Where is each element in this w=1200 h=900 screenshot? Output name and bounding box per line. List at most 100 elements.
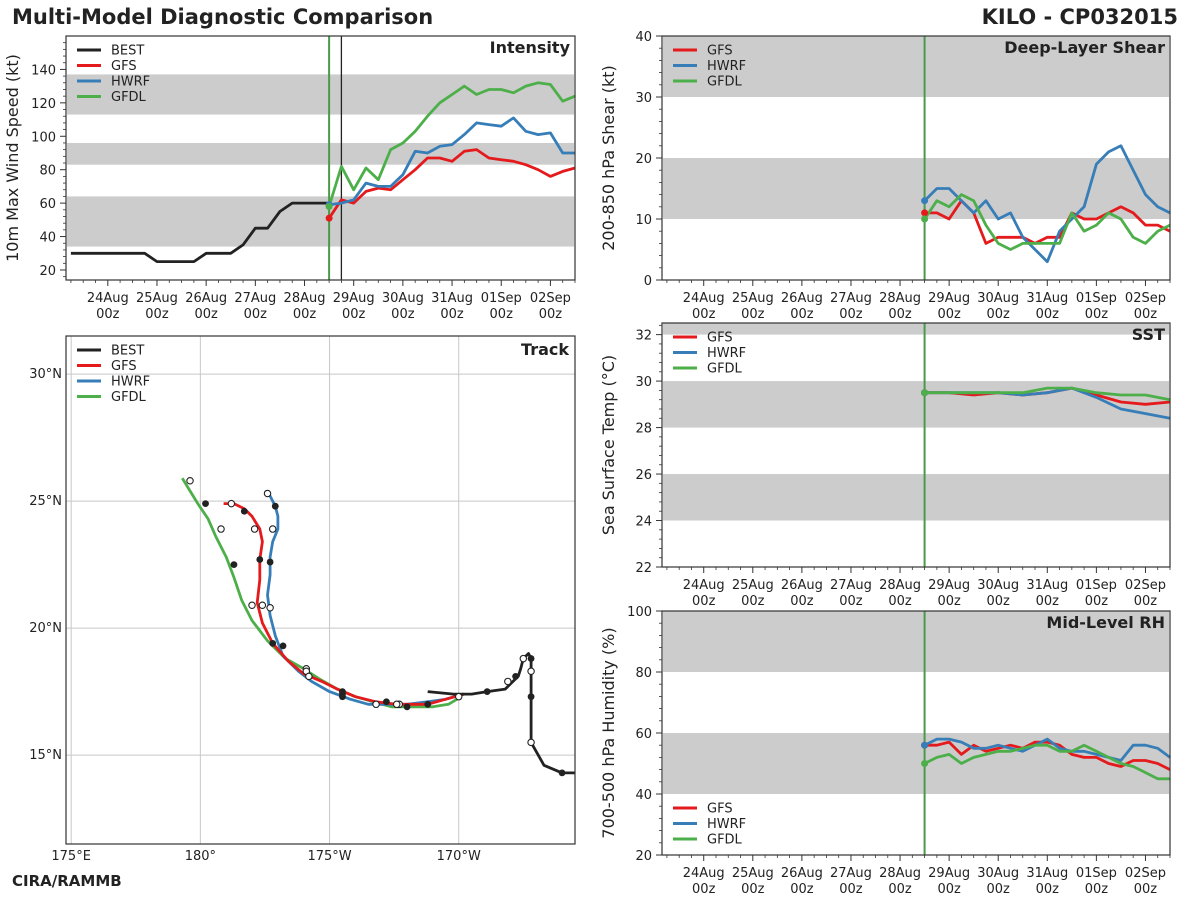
intensity-band-2 <box>67 74 574 115</box>
shear-xtick-date-27Aug: 27Aug <box>830 291 872 306</box>
shear-legend-label-hwrf: HWRF <box>707 59 746 74</box>
intensity-xtick-hour-26Aug: 00z <box>194 307 218 322</box>
rh-xtick-hour-27Aug: 00z <box>839 882 863 897</box>
shear-legend-label-gfdl: GFDL <box>707 75 743 90</box>
track-lat-label: 25°N <box>29 494 62 509</box>
shear-xtick-date-26Aug: 26Aug <box>781 291 823 306</box>
sst-ylabel: Sea Surface Temp (°C) <box>599 355 618 535</box>
intensity-xtick-hour-29Aug: 00z <box>342 307 366 322</box>
intensity-xtick-hour-02Sep: 00z <box>539 307 563 322</box>
sst-xtick-hour-26Aug: 00z <box>790 594 814 609</box>
intensity-series-gfs <box>327 148 576 219</box>
track-point-12z-gfdl <box>248 601 256 609</box>
rh-xtick-hour-31Aug: 00z <box>1036 882 1060 897</box>
sst-frame <box>661 322 1171 568</box>
sst-xtick-hour-27Aug: 00z <box>839 594 863 609</box>
sst-xtick-hour-29Aug: 00z <box>937 594 961 609</box>
intensity-ytick-label-80: 80 <box>39 164 56 179</box>
shear-xtick-hour-31Aug: 00z <box>1036 307 1060 322</box>
rh-ytick-label-60: 60 <box>635 727 652 742</box>
intensity-ytick-label-100: 100 <box>31 130 56 145</box>
track-frame <box>65 335 576 845</box>
sst-ytick-label-30: 30 <box>635 375 652 390</box>
track-point-00z-gfdl <box>202 500 209 508</box>
rh-series-gfdl <box>923 743 1170 781</box>
track-point-12z-gfs <box>392 700 401 709</box>
track-point-00z-gfs <box>269 639 277 647</box>
sst-xtick-date-01Sep: 01Sep <box>1076 578 1117 593</box>
rh-panel: 2040608010024Aug00z25Aug00z26Aug00z27Aug… <box>599 605 1171 897</box>
sst-xtick-date-29Aug: 29Aug <box>928 578 970 593</box>
page-title: Multi-Model Diagnostic Comparison <box>12 5 434 29</box>
track-point-12z-gfdl <box>217 525 225 533</box>
track-point-12z-best <box>527 667 535 676</box>
rh-xtick-hour-02Sep: 00z <box>1134 882 1158 897</box>
sst-panel: 22242628303224Aug00z25Aug00z26Aug00z27Au… <box>599 322 1171 609</box>
rh-initial-point-hwrf <box>921 741 929 749</box>
shear-series-gfdl <box>923 193 1171 251</box>
rh-legend-label-gfs: GFS <box>707 802 733 817</box>
track-lat-label: 15°N <box>29 748 62 763</box>
shear-xtick-hour-25Aug: 00z <box>741 307 765 322</box>
intensity-ytick-label-140: 140 <box>31 63 56 78</box>
sst-xtick-date-28Aug: 28Aug <box>879 578 921 593</box>
rh-xtick-hour-28Aug: 00z <box>888 882 912 897</box>
track-point-12z-best <box>504 677 512 686</box>
rh-ytick-label-80: 80 <box>635 666 652 681</box>
track-point-00z-gfs <box>339 693 346 701</box>
track-point-12z-hwrf <box>266 604 274 612</box>
track-line-gfdl <box>181 477 463 709</box>
sst-xtick-hour-25Aug: 00z <box>741 594 765 609</box>
intensity-series-gfdl <box>327 81 576 207</box>
shear-xtick-date-25Aug: 25Aug <box>732 291 774 306</box>
intensity-xtick-hour-25Aug: 00z <box>145 307 169 322</box>
sst-xtick-hour-01Sep: 00z <box>1085 594 1109 609</box>
rh-ytick-label-20: 20 <box>635 849 652 864</box>
rh-xtick-hour-24Aug: 00z <box>692 882 716 897</box>
shear-ytick-label-40: 40 <box>635 30 652 45</box>
track-point-12z-gfdl <box>186 477 194 485</box>
track-point-00z-hwrf <box>266 558 274 566</box>
track-lon-label: 175°W <box>307 849 351 864</box>
rh-xtick-date-24Aug: 24Aug <box>683 866 725 881</box>
sst-ytick-label-24: 24 <box>635 515 652 530</box>
sst-xtick-date-25Aug: 25Aug <box>732 578 774 593</box>
track-point-00z-best <box>527 655 535 662</box>
shear-xtick-hour-26Aug: 00z <box>790 307 814 322</box>
intensity-xtick-hour-30Aug: 00z <box>391 307 415 322</box>
rh-xtick-date-27Aug: 27Aug <box>830 866 872 881</box>
intensity-xtick-date-27Aug: 27Aug <box>234 291 276 306</box>
rh-xtick-hour-29Aug: 00z <box>937 882 961 897</box>
intensity-xtick-date-01Sep: 01Sep <box>481 291 522 306</box>
intensity-ytick-label-20: 20 <box>39 264 56 279</box>
sst-band-0 <box>663 474 1169 521</box>
intensity-ytick-label-120: 120 <box>31 97 56 112</box>
shear-xtick-hour-02Sep: 00z <box>1134 307 1158 322</box>
intensity-legend-label-best: BEST <box>111 44 144 59</box>
track-point-12z-gfs <box>227 499 236 508</box>
shear-xtick-date-31Aug: 31Aug <box>1026 291 1068 306</box>
rh-legend-label-gfdl: GFDL <box>707 833 743 848</box>
intensity-ytick-label-60: 60 <box>39 197 56 212</box>
shear-xtick-hour-29Aug: 00z <box>937 307 961 322</box>
shear-initial-point-gfs <box>921 209 929 217</box>
rh-legend-label-hwrf: HWRF <box>707 817 746 832</box>
track-point-00z-gfdl <box>403 703 411 711</box>
intensity-initial-point-gfs <box>325 214 333 222</box>
track-legend-label-gfdl: GFDL <box>111 390 147 405</box>
shear-panel-title: Deep-Layer Shear <box>1004 38 1165 57</box>
track-point-12z-best <box>519 654 528 663</box>
track-lat-label: 20°N <box>29 621 62 636</box>
sst-xtick-hour-31Aug: 00z <box>1036 594 1060 609</box>
shear-xtick-date-28Aug: 28Aug <box>879 291 921 306</box>
track-point-12z-gfs <box>250 525 259 533</box>
rh-ytick-label-40: 40 <box>635 788 652 803</box>
rh-ylabel: 700-500 hPa Humidity (%) <box>599 627 618 838</box>
track-point-00z-best <box>512 672 519 680</box>
sst-panel-title: SST <box>1132 325 1165 344</box>
rh-xtick-date-26Aug: 26Aug <box>781 866 823 881</box>
rh-band-1 <box>663 611 1169 672</box>
track-legend-label-best: BEST <box>111 344 144 359</box>
sst-initial-point-gfdl <box>921 389 929 397</box>
track-lat-label: 30°N <box>29 367 62 382</box>
